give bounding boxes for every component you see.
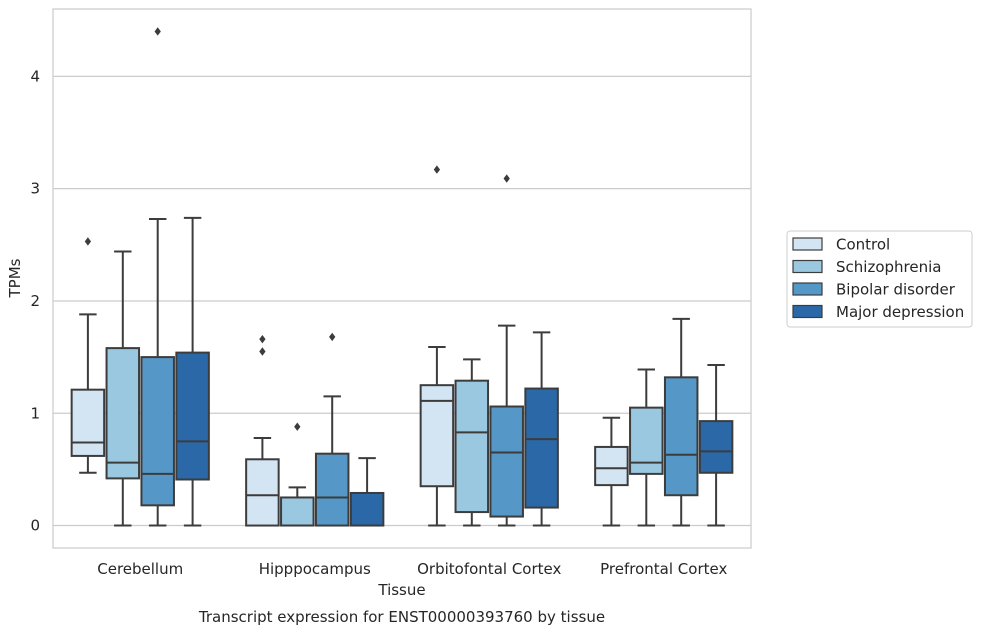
- box-marks: [70, 27, 734, 527]
- x-tick-labels: Cerebellum Hipppocampus Orbitofontal Corte…: [97, 560, 727, 578]
- box-group: [105, 250, 141, 527]
- box-iqr: [594, 445, 629, 487]
- legend-swatch: [792, 282, 823, 296]
- box-group: [280, 422, 315, 527]
- box-group: [663, 317, 699, 527]
- box-iqr: [140, 356, 175, 507]
- legend-label: Schizophrenia: [836, 258, 941, 276]
- box-group: [629, 368, 664, 527]
- box-iqr: [280, 496, 315, 527]
- legend-item: Bipolar disorder: [792, 281, 956, 299]
- outlier-point: [84, 237, 92, 246]
- outlier-point: [329, 332, 336, 342]
- box-group: [524, 331, 559, 527]
- legend-label: Control: [836, 236, 890, 254]
- legend-swatch: [792, 304, 823, 319]
- legend-label: Bipolar disorder: [836, 281, 956, 299]
- outlier-point: [154, 27, 161, 36]
- box-iqr: [489, 405, 524, 518]
- box-iqr: [314, 452, 350, 527]
- y-axis-label: TPMs: [6, 258, 24, 298]
- box-iqr: [524, 387, 559, 509]
- box-group: [594, 416, 629, 527]
- x-tick-label: Cerebellum: [97, 560, 183, 578]
- legend: Control Schizophrenia Bipolar disorder Majo…: [786, 230, 973, 328]
- outlier-point: [259, 347, 266, 356]
- box-group: [314, 332, 350, 527]
- box-group: [454, 358, 490, 527]
- box-iqr: [245, 458, 280, 527]
- legend-item: Major depression: [792, 303, 964, 321]
- box-iqr: [105, 347, 141, 480]
- legend-item: Control: [792, 236, 890, 254]
- y-tick-label: 1: [30, 404, 40, 422]
- outlier-point: [294, 422, 301, 431]
- outlier-point: [259, 334, 266, 344]
- box-group: [70, 237, 106, 474]
- y-tick-label: 4: [30, 67, 40, 85]
- plot-frame: [52, 8, 752, 549]
- x-tick-label: Prefrontal Cortex: [600, 560, 727, 578]
- outlier-point: [433, 165, 441, 174]
- box-group: [419, 165, 455, 527]
- box-group: [349, 457, 385, 527]
- box-iqr: [349, 491, 385, 527]
- box-iqr: [70, 388, 106, 457]
- legend-label: Major depression: [836, 303, 964, 321]
- legend-swatch: [792, 237, 823, 251]
- y-tick-label: 2: [30, 292, 40, 310]
- box-group: [245, 334, 280, 527]
- box-iqr: [663, 376, 699, 497]
- box-iqr: [454, 379, 490, 514]
- box-group: [489, 174, 524, 527]
- outlier-point: [503, 174, 510, 183]
- legend-swatch: [792, 259, 823, 274]
- y-tick-label: 3: [30, 180, 40, 198]
- box-group: [698, 363, 734, 527]
- legend-frame: [786, 230, 973, 328]
- box-iqr: [175, 351, 210, 481]
- box-iqr: [698, 420, 734, 474]
- y-tick-label: 0: [30, 517, 40, 535]
- box-group: [140, 27, 175, 527]
- x-axis-label: Tissue: [377, 581, 425, 599]
- x-tick-label: Hipppocampus: [259, 560, 371, 578]
- chart-caption: Transcript expression for ENST0000039376…: [198, 608, 605, 626]
- x-tick-label: Orbitofontal Cortex: [417, 560, 561, 578]
- y-tick-labels: 0 1 2 3 4: [30, 67, 40, 534]
- box-group: [175, 216, 210, 527]
- box-iqr: [419, 384, 455, 488]
- box-iqr: [629, 406, 664, 475]
- legend-item: Schizophrenia: [792, 258, 941, 276]
